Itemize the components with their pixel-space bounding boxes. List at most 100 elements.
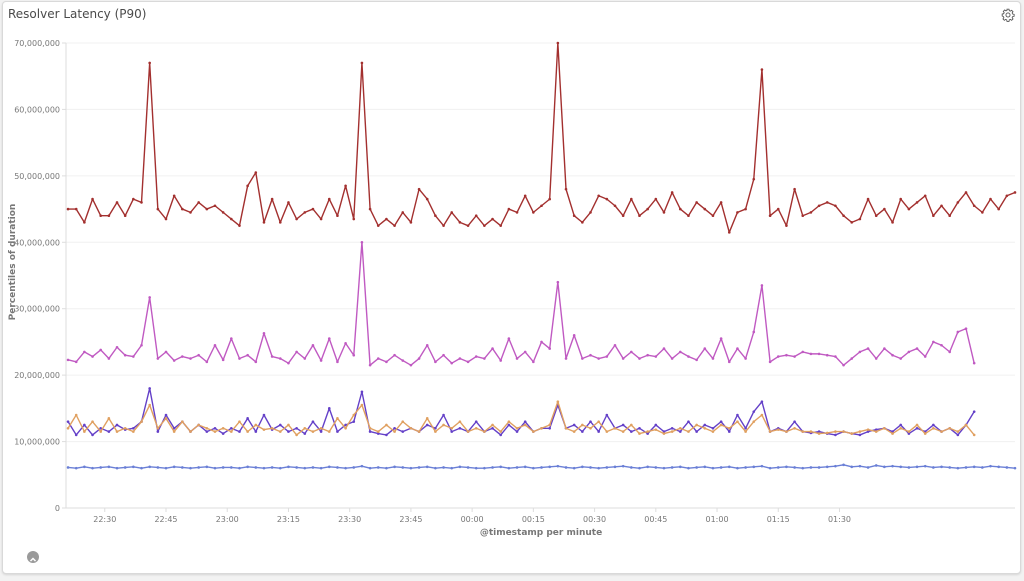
data-point bbox=[572, 430, 576, 433]
data-point bbox=[515, 466, 519, 469]
series-4 bbox=[66, 463, 1017, 470]
data-point bbox=[83, 423, 86, 427]
data-point bbox=[825, 353, 829, 357]
data-point bbox=[66, 466, 70, 469]
data-point bbox=[915, 347, 919, 350]
data-point bbox=[270, 466, 274, 469]
data-point bbox=[311, 207, 315, 211]
series-0 bbox=[66, 41, 1017, 234]
data-point bbox=[540, 426, 543, 430]
data-point bbox=[964, 191, 968, 194]
data-point bbox=[695, 201, 698, 204]
data-point bbox=[458, 465, 462, 469]
data-point bbox=[368, 466, 372, 470]
data-point bbox=[246, 465, 249, 469]
data-point bbox=[932, 423, 935, 427]
data-point bbox=[581, 430, 584, 433]
data-point bbox=[760, 284, 764, 287]
data-point bbox=[319, 430, 323, 433]
data-point bbox=[581, 357, 584, 360]
data-point bbox=[581, 465, 584, 469]
y-tick-label: 10,000,000 bbox=[14, 438, 60, 447]
data-point bbox=[230, 466, 233, 469]
data-point bbox=[172, 194, 176, 198]
data-point bbox=[107, 214, 111, 218]
data-point bbox=[907, 432, 911, 435]
data-point bbox=[409, 466, 413, 470]
data-point bbox=[605, 413, 609, 417]
gear-icon[interactable] bbox=[1001, 8, 1015, 22]
data-point bbox=[254, 171, 258, 174]
data-point bbox=[923, 464, 927, 468]
data-point bbox=[148, 403, 151, 407]
data-point bbox=[687, 430, 690, 433]
data-point bbox=[417, 187, 421, 191]
data-point bbox=[352, 217, 356, 221]
data-point bbox=[499, 430, 503, 433]
x-tick-label: 23:45 bbox=[399, 515, 422, 524]
data-point bbox=[540, 204, 543, 208]
data-point bbox=[246, 353, 249, 357]
chevron-up-circle-icon[interactable] bbox=[27, 551, 39, 563]
data-point bbox=[254, 466, 258, 469]
x-tick-label: 01:00 bbox=[706, 515, 729, 524]
data-point bbox=[254, 360, 258, 364]
data-point bbox=[189, 357, 192, 360]
data-point bbox=[899, 197, 903, 201]
data-point bbox=[197, 201, 200, 204]
data-point bbox=[205, 430, 209, 433]
data-point bbox=[360, 403, 364, 407]
data-point bbox=[287, 361, 290, 365]
data-point bbox=[850, 432, 854, 435]
data-point bbox=[417, 466, 421, 469]
data-point bbox=[564, 357, 568, 360]
data-point bbox=[499, 359, 503, 362]
data-point bbox=[842, 214, 845, 218]
data-point bbox=[678, 430, 682, 433]
data-point bbox=[572, 466, 576, 470]
data-point bbox=[801, 466, 805, 470]
data-point bbox=[670, 357, 674, 360]
data-point bbox=[450, 211, 454, 214]
data-point bbox=[450, 466, 454, 470]
data-point bbox=[638, 466, 641, 470]
data-point bbox=[948, 350, 951, 354]
data-point bbox=[450, 430, 454, 433]
data-point bbox=[760, 464, 764, 468]
y-tick-label: 50,000,000 bbox=[14, 172, 60, 181]
data-point bbox=[409, 363, 413, 367]
data-point bbox=[972, 361, 976, 365]
data-point bbox=[123, 214, 127, 218]
data-point bbox=[230, 217, 233, 221]
x-tick-label: 00:15 bbox=[522, 515, 545, 524]
data-point bbox=[83, 350, 86, 354]
data-point bbox=[327, 197, 331, 201]
data-point bbox=[205, 465, 209, 469]
data-point bbox=[287, 423, 290, 427]
data-point bbox=[678, 465, 682, 469]
data-point bbox=[572, 423, 576, 427]
data-point bbox=[230, 426, 233, 430]
data-point bbox=[597, 357, 600, 360]
data-point bbox=[123, 353, 127, 357]
data-point bbox=[295, 217, 298, 221]
y-tick-label: 60,000,000 bbox=[14, 105, 60, 114]
data-point bbox=[891, 432, 894, 435]
data-point bbox=[278, 221, 282, 224]
data-point bbox=[140, 420, 143, 423]
data-point bbox=[736, 211, 739, 214]
data-point bbox=[507, 207, 511, 211]
data-point bbox=[376, 224, 380, 227]
y-tick-label: 0 bbox=[55, 504, 60, 513]
series-3 bbox=[66, 400, 976, 437]
data-point bbox=[311, 430, 315, 433]
data-point bbox=[164, 217, 168, 221]
data-point bbox=[825, 431, 829, 435]
data-point bbox=[140, 466, 143, 470]
data-point bbox=[752, 330, 756, 334]
data-point bbox=[907, 430, 911, 433]
data-point bbox=[425, 343, 429, 347]
data-point bbox=[695, 423, 698, 427]
data-point bbox=[91, 197, 94, 201]
